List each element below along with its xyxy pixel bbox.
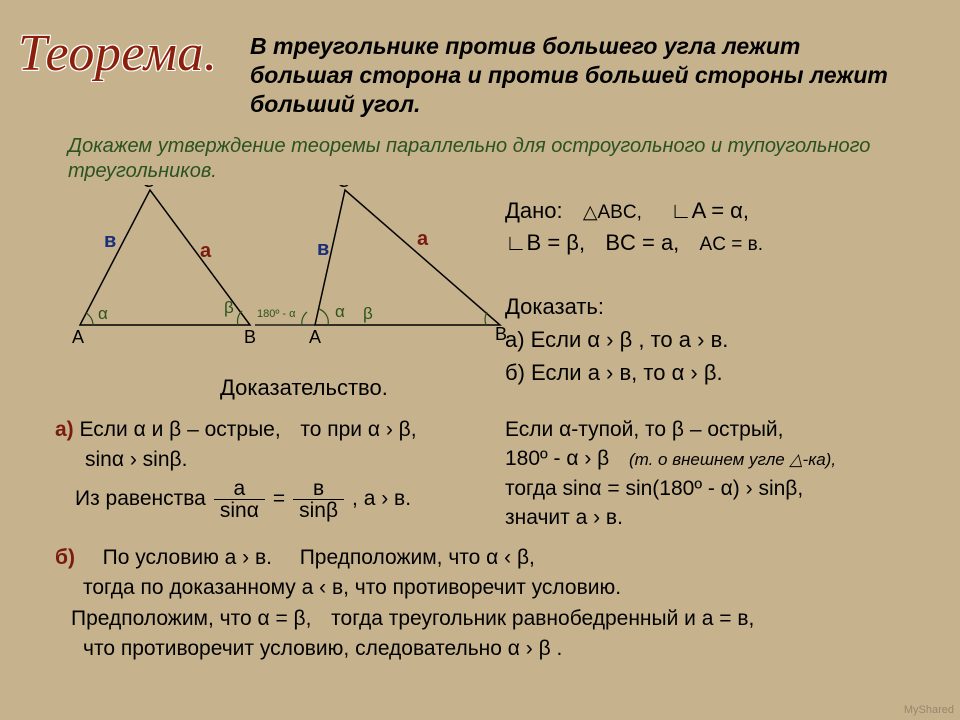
fraction-a-sina: а sinα <box>214 478 265 521</box>
vertex-A: A <box>72 327 84 347</box>
side-a: а <box>417 228 429 250</box>
watermark: MyShared <box>904 704 954 716</box>
given-ac: AC = в. <box>700 234 763 255</box>
slide-title: Теорема. <box>18 24 217 83</box>
prove-block: Доказать: а) Если α › β , то а › в. б) Е… <box>505 290 728 389</box>
proof-b3: тогда по доказанному а ‹ в, что противор… <box>55 573 925 603</box>
proof-b2: Предположим, что α ‹ β, <box>300 546 535 569</box>
theorem-statement: В треугольнике против большего угла лежи… <box>250 32 890 118</box>
side-a: а <box>200 240 212 262</box>
given-angle-b: ∟B = β, <box>505 230 585 255</box>
side-b: в <box>317 238 329 260</box>
angle-alpha: α <box>98 304 108 323</box>
proof-b4-1: Предположим, что α = β, <box>71 607 311 630</box>
proof-a-l1-2: то при α › β, <box>300 418 416 441</box>
obt-l1: Если α-тупой, то β – острый, <box>505 415 935 444</box>
given-block: Дано: △ABC, ∟A = α, ∟B = β, BC = a, AC =… <box>505 195 763 259</box>
angle-beta: β <box>224 298 234 317</box>
vertex-A: A <box>309 327 321 347</box>
given-heading: Дано: <box>505 198 563 223</box>
obt-l2: 180º - α › β <box>505 447 609 470</box>
obtuse-triangle: A B C в а α β 180º - α <box>255 185 515 350</box>
fraction-b-sinb: в sinβ <box>293 478 344 521</box>
proof-a-l3-1: Из равенства <box>75 484 206 514</box>
proof-b5: что противоречит условию, следовательно … <box>55 634 925 664</box>
vertex-C: C <box>142 185 155 191</box>
given-angle-a: ∟A = α, <box>670 198 749 223</box>
prove-b: б) Если а › в, то α › β. <box>505 356 728 389</box>
proof-a-l1-1: Если α и β – острые, <box>80 418 281 441</box>
proof-a-l3-2: , а › в. <box>352 484 411 514</box>
angle-alpha: α <box>335 302 345 321</box>
given-bc: BC = a, <box>605 230 679 255</box>
proof-a-label: а) <box>55 418 74 441</box>
obt-note: (т. о внешнем угле △-ка), <box>629 450 836 469</box>
acute-triangle: A B C в а α β <box>60 185 260 350</box>
proof-b1: По условию а › в. <box>103 546 272 569</box>
proof-heading: Доказательство. <box>220 375 388 401</box>
side-b: в <box>104 230 116 252</box>
equals-sign: = <box>273 484 285 514</box>
exterior-angle-label: 180º - α <box>257 308 296 320</box>
prove-heading: Доказать: <box>505 290 728 323</box>
given-triangle: △ABC, <box>583 202 642 223</box>
proof-b4-2: тогда треугольник равнобедренный и а = в… <box>331 607 754 630</box>
obtuse-case: Если α-тупой, то β – острый, 180º - α › … <box>505 415 935 533</box>
explain-line: Докажем утверждение теоремы параллельно … <box>68 134 898 184</box>
obt-l4: значит а › в. <box>505 503 935 532</box>
prove-a: а) Если α › β , то а › в. <box>505 323 728 356</box>
obt-l3: тогда sinα = sin(180º - α) › sinβ, <box>505 474 935 503</box>
angle-beta: β <box>363 304 373 323</box>
vertex-C: C <box>337 185 350 191</box>
proof-b-label: б) <box>55 546 75 569</box>
